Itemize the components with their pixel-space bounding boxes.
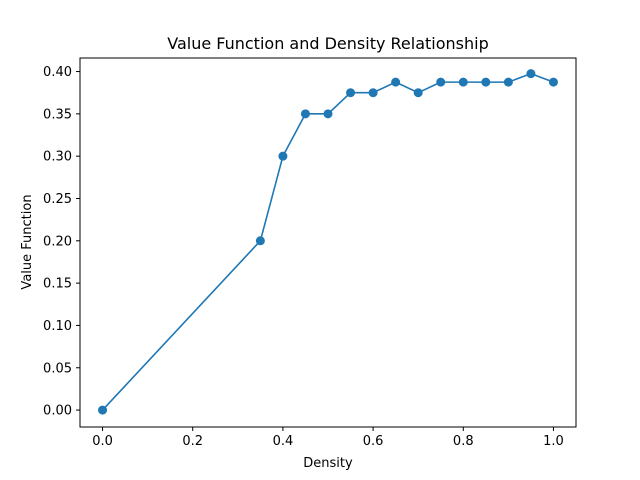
data-point bbox=[98, 405, 108, 415]
data-point bbox=[391, 77, 401, 87]
y-axis-title: Value Function bbox=[20, 194, 35, 289]
y-tick-label: 0.35 bbox=[43, 107, 72, 122]
x-tick-label: 0.0 bbox=[92, 434, 113, 449]
y-tick-label: 0.20 bbox=[43, 234, 72, 249]
data-point bbox=[436, 77, 446, 87]
data-point bbox=[323, 109, 333, 119]
y-tick-label: 0.00 bbox=[43, 404, 72, 419]
data-point bbox=[458, 77, 468, 87]
data-point bbox=[481, 77, 491, 87]
data-point bbox=[526, 69, 536, 79]
y-tick-label: 0.25 bbox=[43, 192, 72, 207]
data-point bbox=[300, 109, 310, 119]
plot-frame bbox=[79, 57, 577, 428]
data-point bbox=[413, 88, 423, 98]
x-tick-label: 1.0 bbox=[543, 434, 564, 449]
x-axis-title: Density bbox=[303, 456, 353, 471]
x-tick-label: 0.2 bbox=[182, 434, 203, 449]
y-tick-label: 0.10 bbox=[43, 319, 72, 334]
y-tick-label: 0.30 bbox=[43, 150, 72, 165]
plot-area bbox=[98, 69, 558, 415]
chart-title: Value Function and Density Relationship bbox=[167, 34, 488, 53]
x-tick-label: 0.8 bbox=[453, 434, 474, 449]
data-point bbox=[503, 77, 513, 87]
x-tick-label: 0.6 bbox=[363, 434, 384, 449]
y-tick-label: 0.15 bbox=[43, 277, 72, 292]
data-point bbox=[346, 88, 356, 98]
x-axis: 0.0 0.2 0.4 0.6 0.8 1.0 bbox=[92, 427, 564, 449]
y-axis: 0.00 0.05 0.10 0.15 0.20 0.25 0.30 0.35 0.40 bbox=[43, 65, 80, 419]
data-point bbox=[368, 88, 378, 98]
data-point bbox=[548, 77, 558, 87]
y-tick-label: 0.40 bbox=[43, 65, 72, 80]
data-point bbox=[255, 236, 265, 246]
data-point bbox=[278, 151, 288, 161]
y-tick-label: 0.05 bbox=[43, 361, 72, 376]
x-tick-label: 0.4 bbox=[273, 434, 294, 449]
